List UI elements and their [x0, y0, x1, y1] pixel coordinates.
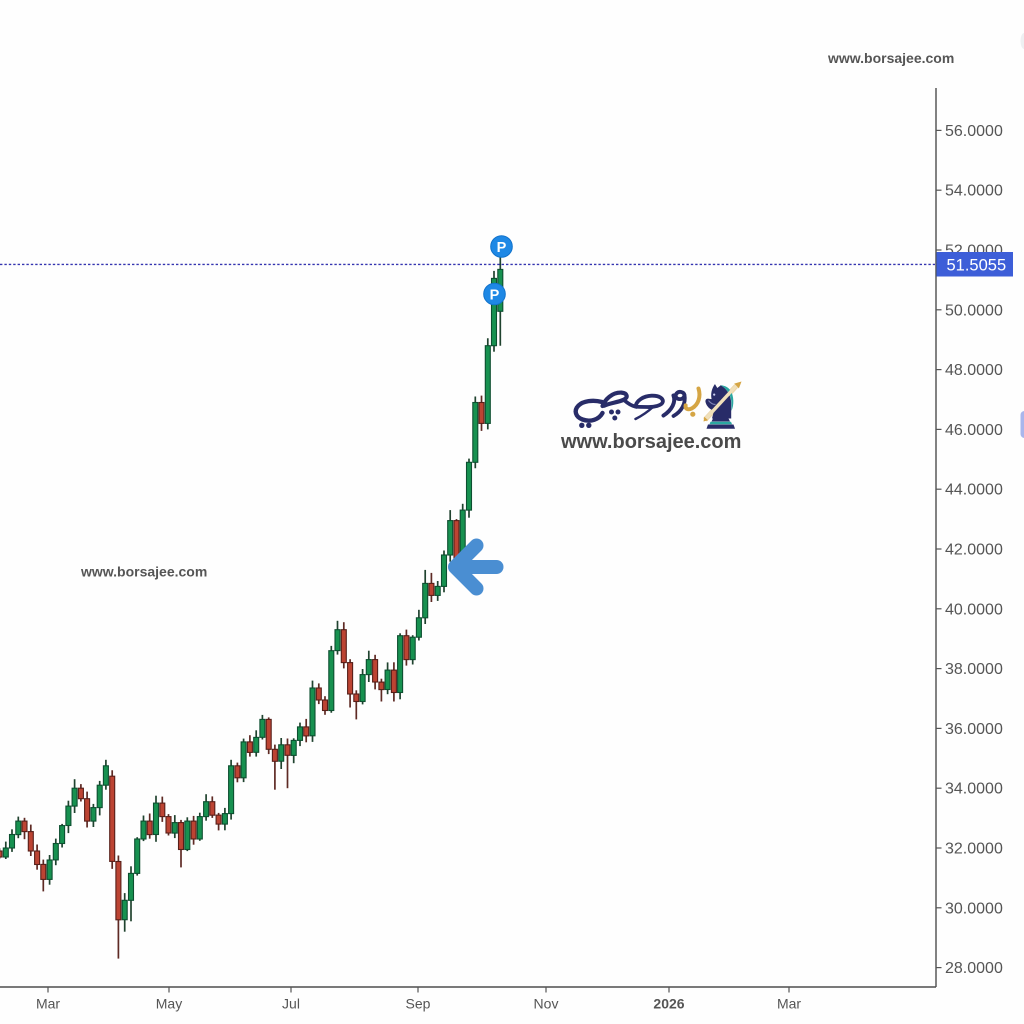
svg-text:www.borsajee.com: www.borsajee.com	[560, 431, 741, 453]
svg-text:28.0000: 28.0000	[945, 960, 1003, 977]
svg-text:www.borsajee.com: www.borsajee.com	[80, 564, 207, 580]
svg-text:Nov: Nov	[534, 996, 559, 1012]
svg-text:54.0000: 54.0000	[945, 183, 1003, 200]
svg-text:P: P	[490, 288, 500, 304]
svg-text:36.0000: 36.0000	[945, 721, 1003, 738]
svg-text:44.0000: 44.0000	[945, 482, 1003, 499]
svg-text:42.0000: 42.0000	[945, 542, 1003, 559]
svg-text:Mar: Mar	[777, 996, 801, 1012]
svg-text:34.0000: 34.0000	[945, 781, 1003, 798]
svg-text:P: P	[497, 240, 507, 256]
svg-text:48.0000: 48.0000	[945, 362, 1003, 379]
svg-text:51.5055: 51.5055	[947, 257, 1007, 275]
svg-text:56.0000: 56.0000	[945, 123, 1003, 140]
svg-text:32.0000: 32.0000	[945, 841, 1003, 858]
svg-text:40.0000: 40.0000	[945, 601, 1003, 618]
svg-text:46.0000: 46.0000	[945, 422, 1003, 439]
svg-text:May: May	[156, 996, 182, 1012]
svg-text:38.0000: 38.0000	[945, 661, 1003, 678]
svg-text:www.borsajee.com: www.borsajee.com	[827, 50, 954, 66]
svg-text:50.0000: 50.0000	[945, 302, 1003, 319]
svg-text:Mar: Mar	[36, 996, 60, 1012]
svg-text:Jul: Jul	[282, 996, 300, 1012]
svg-text:30.0000: 30.0000	[945, 900, 1003, 917]
svg-text:Sep: Sep	[406, 996, 431, 1012]
svg-text:2026: 2026	[653, 996, 684, 1012]
